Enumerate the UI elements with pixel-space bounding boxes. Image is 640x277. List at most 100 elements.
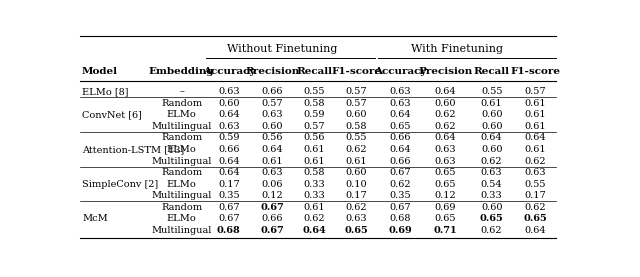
Text: 0.67: 0.67 bbox=[218, 202, 239, 212]
Text: 0.57: 0.57 bbox=[346, 88, 367, 96]
Text: ELMo: ELMo bbox=[167, 214, 196, 223]
Text: Random: Random bbox=[161, 168, 202, 177]
Text: ConvNet [6]: ConvNet [6] bbox=[82, 111, 142, 119]
Text: Embedding: Embedding bbox=[149, 67, 214, 76]
Text: 0.58: 0.58 bbox=[304, 168, 325, 177]
Text: 0.63: 0.63 bbox=[218, 122, 239, 131]
Text: Precision: Precision bbox=[245, 67, 300, 76]
Text: 0.17: 0.17 bbox=[346, 191, 367, 200]
Text: Random: Random bbox=[161, 99, 202, 108]
Text: 0.35: 0.35 bbox=[218, 191, 239, 200]
Text: 0.57: 0.57 bbox=[346, 99, 367, 108]
Text: 0.63: 0.63 bbox=[346, 214, 367, 223]
Text: Random: Random bbox=[161, 134, 202, 142]
Text: 0.65: 0.65 bbox=[344, 225, 368, 235]
Text: 0.59: 0.59 bbox=[304, 111, 325, 119]
Text: With Finetuning: With Finetuning bbox=[411, 44, 503, 54]
Text: 0.67: 0.67 bbox=[389, 202, 411, 212]
Text: 0.60: 0.60 bbox=[481, 111, 502, 119]
Text: Multilingual: Multilingual bbox=[152, 157, 212, 165]
Text: 0.58: 0.58 bbox=[304, 99, 325, 108]
Text: 0.54: 0.54 bbox=[481, 179, 502, 189]
Text: Multilingual: Multilingual bbox=[152, 225, 212, 235]
Text: 0.62: 0.62 bbox=[525, 157, 546, 165]
Text: 0.64: 0.64 bbox=[525, 134, 546, 142]
Text: Precision: Precision bbox=[419, 67, 473, 76]
Text: 0.61: 0.61 bbox=[525, 122, 546, 131]
Text: 0.56: 0.56 bbox=[262, 134, 283, 142]
Text: 0.67: 0.67 bbox=[389, 168, 411, 177]
Text: Recall: Recall bbox=[474, 67, 509, 76]
Text: 0.64: 0.64 bbox=[435, 134, 456, 142]
Text: 0.67: 0.67 bbox=[218, 214, 239, 223]
Text: 0.66: 0.66 bbox=[262, 88, 283, 96]
Text: 0.63: 0.63 bbox=[389, 99, 411, 108]
Text: 0.61: 0.61 bbox=[525, 111, 546, 119]
Text: 0.65: 0.65 bbox=[435, 168, 456, 177]
Text: 0.63: 0.63 bbox=[218, 88, 239, 96]
Text: 0.58: 0.58 bbox=[346, 122, 367, 131]
Text: 0.68: 0.68 bbox=[389, 214, 411, 223]
Text: 0.55: 0.55 bbox=[525, 179, 546, 189]
Text: 0.06: 0.06 bbox=[262, 179, 283, 189]
Text: 0.62: 0.62 bbox=[304, 214, 325, 223]
Text: 0.64: 0.64 bbox=[218, 168, 239, 177]
Text: 0.60: 0.60 bbox=[346, 111, 367, 119]
Text: 0.66: 0.66 bbox=[262, 214, 283, 223]
Text: 0.65: 0.65 bbox=[435, 179, 456, 189]
Text: 0.66: 0.66 bbox=[218, 145, 239, 154]
Text: 0.63: 0.63 bbox=[435, 145, 456, 154]
Text: 0.61: 0.61 bbox=[481, 99, 502, 108]
Text: 0.61: 0.61 bbox=[525, 145, 546, 154]
Text: 0.60: 0.60 bbox=[346, 168, 367, 177]
Text: 0.63: 0.63 bbox=[262, 111, 284, 119]
Text: 0.57: 0.57 bbox=[525, 88, 546, 96]
Text: 0.60: 0.60 bbox=[435, 99, 456, 108]
Text: 0.62: 0.62 bbox=[435, 111, 456, 119]
Text: 0.64: 0.64 bbox=[218, 157, 239, 165]
Text: 0.56: 0.56 bbox=[304, 134, 325, 142]
Text: –: – bbox=[179, 88, 184, 96]
Text: 0.63: 0.63 bbox=[481, 168, 502, 177]
Text: 0.60: 0.60 bbox=[481, 122, 502, 131]
Text: ELMo: ELMo bbox=[167, 111, 196, 119]
Text: Accuracy: Accuracy bbox=[374, 67, 426, 76]
Text: 0.61: 0.61 bbox=[262, 157, 284, 165]
Text: McM: McM bbox=[82, 214, 108, 223]
Text: Accuracy: Accuracy bbox=[203, 67, 255, 76]
Text: Model: Model bbox=[82, 67, 118, 76]
Text: 0.10: 0.10 bbox=[346, 179, 367, 189]
Text: 0.59: 0.59 bbox=[218, 134, 239, 142]
Text: 0.60: 0.60 bbox=[481, 202, 502, 212]
Text: 0.64: 0.64 bbox=[525, 225, 546, 235]
Text: 0.62: 0.62 bbox=[435, 122, 456, 131]
Text: 0.57: 0.57 bbox=[304, 122, 325, 131]
Text: 0.33: 0.33 bbox=[481, 191, 502, 200]
Text: 0.60: 0.60 bbox=[262, 122, 283, 131]
Text: 0.67: 0.67 bbox=[260, 225, 284, 235]
Text: 0.55: 0.55 bbox=[304, 88, 325, 96]
Text: 0.63: 0.63 bbox=[389, 88, 411, 96]
Text: ELMo [8]: ELMo [8] bbox=[82, 88, 129, 96]
Text: 0.65: 0.65 bbox=[480, 214, 504, 223]
Text: 0.60: 0.60 bbox=[218, 99, 239, 108]
Text: 0.62: 0.62 bbox=[346, 145, 367, 154]
Text: 0.55: 0.55 bbox=[481, 88, 502, 96]
Text: 0.65: 0.65 bbox=[389, 122, 411, 131]
Text: 0.62: 0.62 bbox=[389, 179, 411, 189]
Text: 0.64: 0.64 bbox=[481, 134, 502, 142]
Text: 0.64: 0.64 bbox=[262, 145, 284, 154]
Text: 0.61: 0.61 bbox=[304, 145, 325, 154]
Text: Random: Random bbox=[161, 202, 202, 212]
Text: 0.62: 0.62 bbox=[346, 202, 367, 212]
Text: 0.66: 0.66 bbox=[389, 157, 411, 165]
Text: 0.33: 0.33 bbox=[304, 191, 326, 200]
Text: 0.68: 0.68 bbox=[217, 225, 241, 235]
Text: F1-score: F1-score bbox=[332, 67, 381, 76]
Text: 0.62: 0.62 bbox=[481, 157, 502, 165]
Text: 0.61: 0.61 bbox=[525, 99, 546, 108]
Text: Attention-LSTM [13]: Attention-LSTM [13] bbox=[82, 145, 184, 154]
Text: 0.33: 0.33 bbox=[304, 179, 326, 189]
Text: Without Finetuning: Without Finetuning bbox=[227, 44, 337, 54]
Text: 0.12: 0.12 bbox=[435, 191, 456, 200]
